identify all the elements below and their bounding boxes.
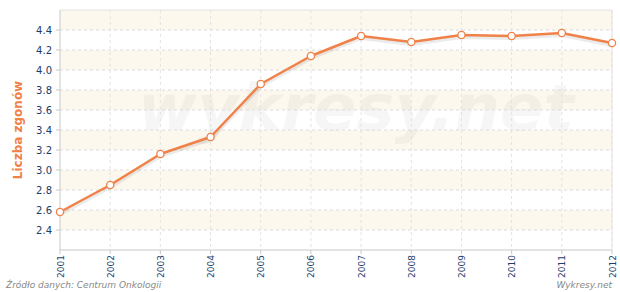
grid-line [60, 170, 612, 171]
grid-line [60, 130, 612, 131]
data-point [357, 32, 364, 39]
series-group [56, 29, 615, 215]
x-tick-label: 2007 [357, 255, 367, 278]
x-tick [260, 250, 261, 254]
x-tick [110, 250, 111, 254]
data-point [157, 150, 164, 157]
grid-line-vertical [110, 10, 111, 250]
x-tick [561, 250, 562, 254]
site-credit: Wykresy.net [556, 280, 612, 290]
grid-line [60, 150, 612, 151]
y-tick-label: 3.6 [36, 105, 52, 116]
y-tick-label: 2.8 [36, 185, 52, 196]
source-note: Źródło danych: Centrum Onkologii [5, 279, 162, 290]
data-point [107, 181, 114, 188]
y-tick [56, 130, 60, 131]
x-tick-label: 2011 [557, 255, 567, 278]
y-tick-label: 2.6 [36, 205, 52, 216]
x-tick [612, 250, 613, 254]
y-tick [56, 190, 60, 191]
x-tick [210, 250, 211, 254]
y-tick [56, 170, 60, 171]
watermark: wykresy.net [138, 71, 577, 145]
x-tick-label: 2010 [507, 255, 517, 278]
y-tick [56, 30, 60, 31]
x-tick-label: 2002 [106, 255, 116, 278]
data-point [508, 32, 515, 39]
y-tick-label: 4.2 [36, 45, 52, 56]
band [60, 50, 612, 70]
x-tick-label: 2012 [608, 255, 618, 278]
grid-line [60, 190, 612, 191]
y-tick-label: 3.2 [36, 145, 52, 156]
y-axis-label: Liczba zgonów [11, 81, 25, 179]
x-tick-label: 2005 [256, 255, 266, 278]
grid-line-vertical [310, 10, 311, 250]
y-tick [56, 90, 60, 91]
y-tick [56, 50, 60, 51]
x-tick-label: 2003 [156, 255, 166, 278]
y-tick-label: 4.0 [36, 65, 52, 76]
data-point [257, 80, 264, 87]
grid-line [60, 70, 612, 71]
grid-line-vertical [210, 10, 211, 250]
grid-line-vertical [361, 10, 362, 250]
x-tick [461, 250, 462, 254]
chart-container: wykresy.net 2.4 2.6 2.8 3.0 3.2 3.4 3.6 3.8 4.0 4.… [0, 0, 620, 292]
grid-line [60, 110, 612, 111]
data-point [458, 31, 465, 38]
plot-frame [60, 10, 612, 11]
data-point [408, 38, 415, 45]
y-tick [56, 70, 60, 71]
grid-line [60, 30, 612, 31]
x-tick [60, 250, 61, 254]
grid-line-vertical [561, 10, 562, 250]
x-tick-label: 2006 [306, 255, 316, 278]
grid-line-vertical [511, 10, 512, 250]
data-point [307, 52, 314, 59]
data-point [558, 29, 565, 36]
data-line [60, 33, 612, 212]
band [60, 10, 612, 30]
y-tick-label: 3.4 [36, 125, 52, 136]
band [60, 170, 612, 190]
grid-line-vertical [260, 10, 261, 250]
x-tick [310, 250, 311, 254]
x-tick [411, 250, 412, 254]
x-tick [160, 250, 161, 254]
grid-line [60, 210, 612, 211]
line-shadow [60, 35, 612, 214]
plot-background [60, 10, 612, 250]
y-tick-label: 3.8 [36, 85, 52, 96]
y-tick-label: 4.4 [36, 25, 52, 36]
x-tick-label: 2008 [407, 255, 417, 278]
data-point [608, 39, 615, 46]
y-tick [56, 150, 60, 151]
data-point [207, 133, 214, 140]
x-tick-label: 2004 [206, 255, 216, 278]
chart-svg: wykresy.net 2.4 2.6 2.8 3.0 3.2 3.4 3.6 3.8 4.0 4.… [0, 0, 620, 292]
y-tick [56, 110, 60, 111]
y-tick-label: 2.4 [36, 225, 52, 236]
x-tick-label: 2009 [457, 255, 467, 278]
y-tick [56, 230, 60, 231]
grid-line-vertical [461, 10, 462, 250]
x-tick [361, 250, 362, 254]
y-tick-label: 3.0 [36, 165, 52, 176]
data-point [56, 208, 63, 215]
grid-line [60, 230, 612, 231]
x-axis [60, 250, 612, 251]
grid-line-vertical [160, 10, 161, 250]
band [60, 210, 612, 230]
x-tick-label: 2001 [56, 255, 66, 278]
x-tick [511, 250, 512, 254]
grid-line [60, 90, 612, 91]
